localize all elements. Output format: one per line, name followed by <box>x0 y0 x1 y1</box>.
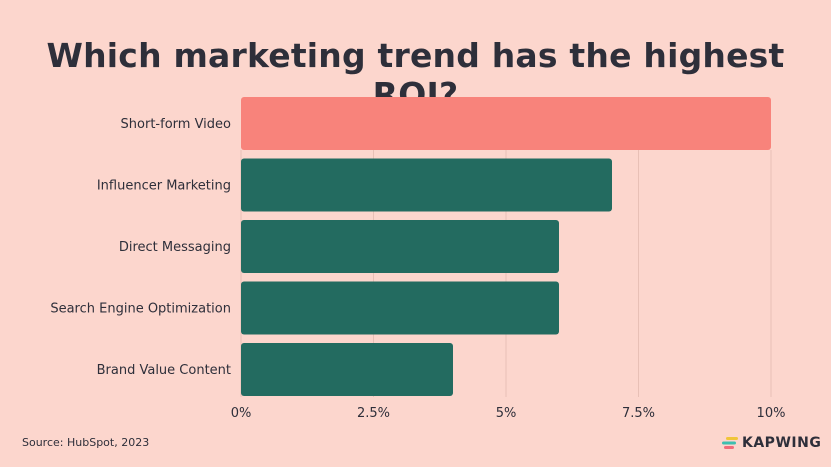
category-label: Short-form Video <box>121 117 231 132</box>
x-tick-label: 2.5% <box>357 406 390 421</box>
chart-title: Which marketing trend has the highest RO… <box>46 36 785 114</box>
source-note: Source: HubSpot, 2023 <box>22 436 150 449</box>
kapwing-logo: KAPWING <box>722 435 821 451</box>
x-tick-label: 10% <box>757 406 786 421</box>
category-label: Brand Value Content <box>97 363 231 378</box>
bar <box>241 343 453 396</box>
x-tick-label: 0% <box>231 406 252 421</box>
x-tick-label: 5% <box>496 406 517 421</box>
category-label: Direct Messaging <box>119 240 231 255</box>
kapwing-logo-icon <box>722 437 738 449</box>
category-label: Influencer Marketing <box>97 179 231 194</box>
bar <box>241 158 612 212</box>
bar <box>241 281 559 335</box>
kapwing-logo-text: KAPWING <box>742 435 822 451</box>
x-tick-label: 7.5% <box>622 406 655 421</box>
bar <box>241 220 559 273</box>
bar <box>241 97 771 150</box>
category-label: Search Engine Optimization <box>50 302 231 317</box>
